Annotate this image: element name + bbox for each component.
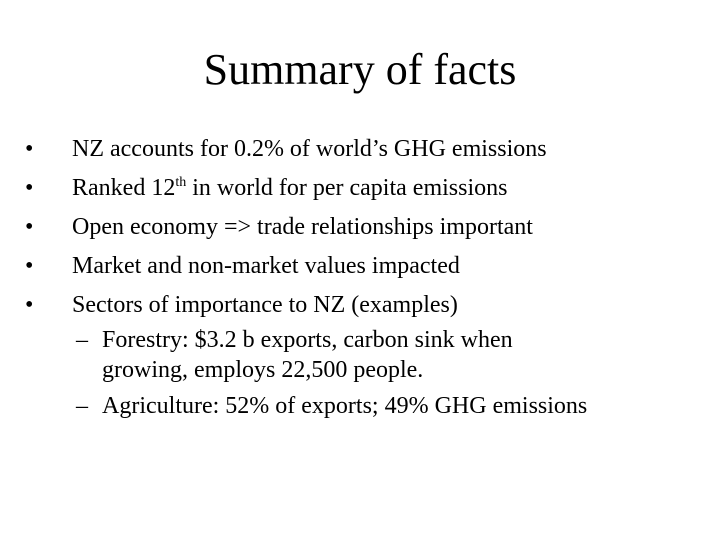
bullet-marker: • <box>25 214 34 240</box>
bullet-text-continued: in world for per capita emissions <box>186 175 508 201</box>
bullet-text: Market and non-market values impacted <box>72 253 460 279</box>
slide-title: Summary of facts <box>203 45 517 94</box>
bullet-text: Open economy => trade relationships impo… <box>72 214 533 240</box>
bullet-text: NZ accounts for 0.2% of world’s GHG emis… <box>72 136 547 162</box>
sub-bullet-text: Forestry: $3.2 b exports, carbon sink wh… <box>102 327 513 353</box>
bullet-superscript: th <box>175 175 187 190</box>
bullet-marker: • <box>25 175 34 201</box>
bullet-marker: • <box>25 253 34 279</box>
bullet-list: • NZ accounts for 0.2% of world’s GHG em… <box>0 130 720 325</box>
sub-bullet-marker: – <box>76 327 88 353</box>
bullet-item: • Market and non-market values impacted <box>0 247 720 286</box>
sub-bullet-item: – Agriculture: 52% of exports; 49% GHG e… <box>0 391 720 421</box>
bullet-marker: • <box>25 292 34 318</box>
sub-bullet-item: – Forestry: $3.2 b exports, carbon sink … <box>0 325 720 385</box>
bullet-text: Sectors of importance to NZ (examples) <box>72 292 458 318</box>
sub-bullet-marker: – <box>76 393 88 419</box>
bullet-item: • NZ accounts for 0.2% of world’s GHG em… <box>0 130 720 169</box>
bullet-marker: • <box>25 136 34 162</box>
bullet-item: • Sectors of importance to NZ (examples) <box>0 286 720 325</box>
bullet-item: • Ranked 12th in world for per capita em… <box>0 169 720 208</box>
sub-bullet-list: – Forestry: $3.2 b exports, carbon sink … <box>0 325 720 421</box>
bullet-item: • Open economy => trade relationships im… <box>0 208 720 247</box>
sub-bullet-text: Agriculture: 52% of exports; 49% GHG emi… <box>102 393 588 419</box>
sub-bullet-text-continued: growing, employs 22,500 people. <box>102 357 424 383</box>
bullet-text: Ranked 12 <box>72 175 176 201</box>
